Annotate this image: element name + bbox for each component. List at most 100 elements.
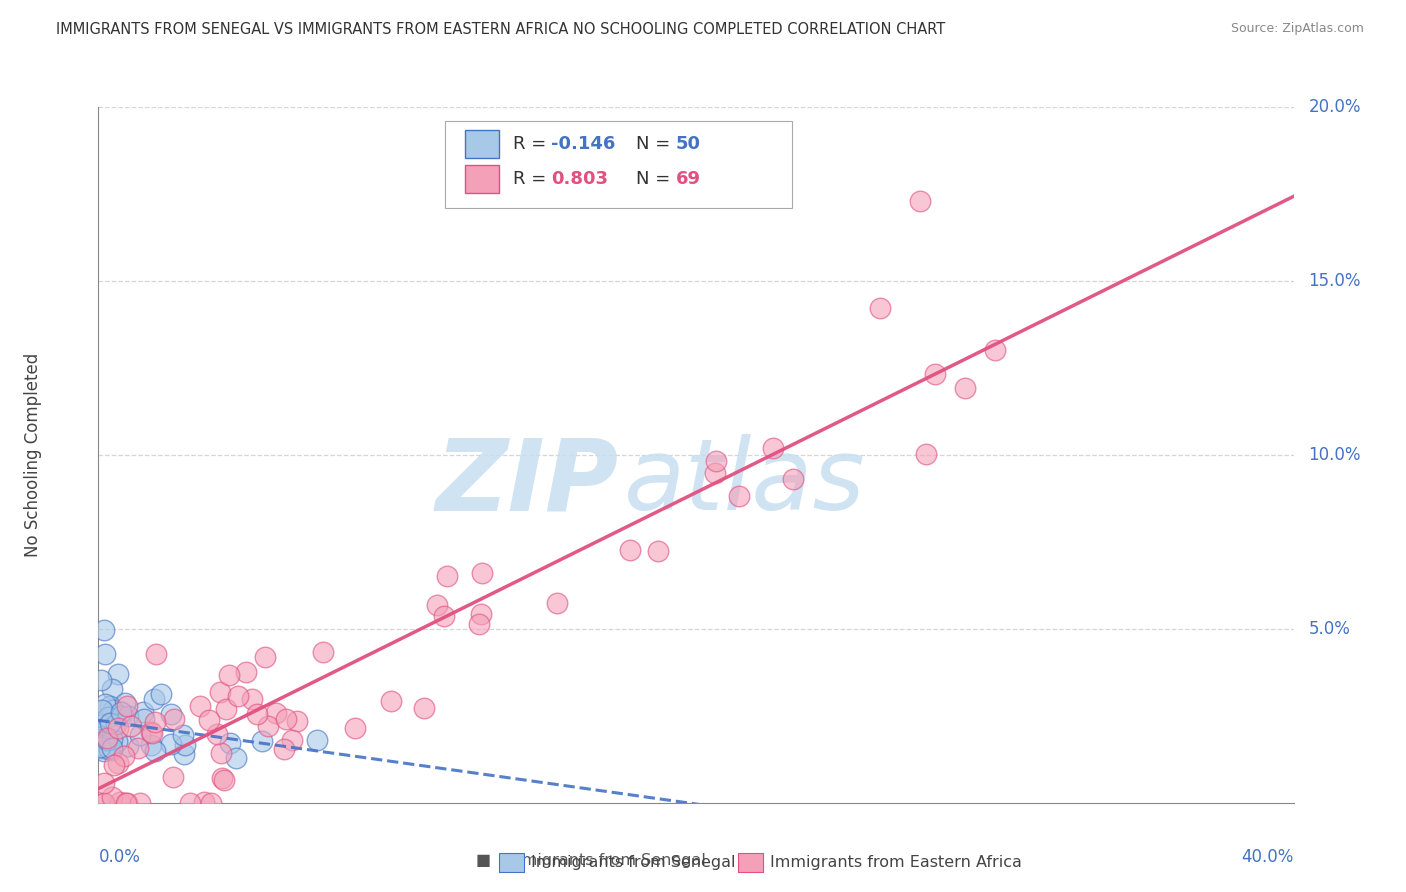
Point: [107, 721, 129, 735]
Point: [198, 713, 221, 727]
Point: [225, 751, 247, 765]
Point: [380, 694, 402, 708]
Point: [98, 716, 121, 731]
Point: [274, 712, 297, 726]
Point: [426, 598, 449, 612]
Point: [280, 732, 302, 747]
Text: N =: N =: [636, 169, 676, 187]
Point: [188, 699, 211, 714]
Point: [100, 790, 122, 805]
Point: [471, 566, 494, 580]
Point: [149, 686, 172, 700]
Point: [924, 367, 946, 381]
Point: [94, 647, 117, 661]
Point: [96, 731, 118, 745]
Text: 50: 50: [676, 135, 700, 153]
Point: [93, 796, 115, 810]
Point: [218, 668, 240, 682]
Point: [93, 744, 115, 758]
Text: 0.0%: 0.0%: [98, 848, 141, 866]
Point: [915, 447, 938, 461]
Point: [91, 731, 114, 746]
Point: [134, 712, 156, 726]
Text: 20.0%: 20.0%: [1309, 98, 1361, 116]
Text: R =: R =: [513, 169, 553, 187]
Point: [112, 748, 135, 763]
Point: [114, 696, 136, 710]
Point: [129, 796, 152, 810]
Point: [240, 692, 263, 706]
Point: [93, 739, 115, 754]
Point: [211, 746, 233, 760]
Point: [211, 772, 233, 786]
Point: [93, 796, 115, 810]
Text: 40.0%: 40.0%: [1241, 848, 1294, 866]
Point: [647, 544, 669, 558]
Point: [214, 773, 236, 788]
Bar: [465, 165, 499, 193]
Point: [728, 489, 751, 503]
Point: [143, 744, 166, 758]
Text: 15.0%: 15.0%: [1309, 272, 1361, 290]
Point: [143, 715, 166, 730]
FancyBboxPatch shape: [444, 121, 792, 208]
Point: [101, 703, 124, 717]
Point: [163, 712, 186, 726]
Point: [470, 607, 492, 621]
Point: [101, 681, 124, 696]
Point: [120, 719, 142, 733]
Text: No Schooling Completed: No Schooling Completed: [24, 353, 42, 557]
Point: [208, 685, 231, 699]
Point: [619, 542, 641, 557]
Text: IMMIGRANTS FROM SENEGAL VS IMMIGRANTS FROM EASTERN AFRICA NO SCHOOLING COMPLETED: IMMIGRANTS FROM SENEGAL VS IMMIGRANTS FR…: [56, 22, 945, 37]
Point: [250, 734, 273, 748]
Point: [704, 454, 727, 468]
Point: [96, 733, 118, 747]
Point: [273, 741, 295, 756]
Point: [143, 691, 166, 706]
Text: 5.0%: 5.0%: [1309, 620, 1350, 638]
Text: 0.803: 0.803: [551, 169, 609, 187]
Point: [343, 721, 366, 735]
Point: [546, 596, 568, 610]
Point: [162, 770, 184, 784]
Point: [115, 796, 138, 810]
Text: -0.146: -0.146: [551, 135, 616, 153]
Point: [215, 701, 238, 715]
Point: [115, 796, 138, 810]
Point: [90, 722, 112, 736]
Point: [89, 740, 111, 755]
Point: [254, 649, 277, 664]
Point: [953, 381, 976, 395]
Text: ■  Immigrants from Senegal: ■ Immigrants from Senegal: [475, 854, 706, 868]
Point: [105, 733, 128, 747]
Point: [89, 730, 111, 744]
Point: [103, 757, 125, 772]
Point: [90, 738, 112, 752]
Point: [704, 467, 727, 481]
Point: [160, 706, 183, 721]
Point: [117, 739, 139, 754]
Point: [761, 442, 783, 456]
Point: [101, 743, 124, 757]
Point: [101, 740, 124, 755]
Point: [436, 569, 458, 583]
Text: R =: R =: [513, 135, 553, 153]
Text: N =: N =: [636, 135, 676, 153]
Point: [108, 796, 131, 810]
Point: [96, 710, 118, 724]
Bar: [465, 130, 499, 158]
Point: [89, 741, 111, 756]
Point: [105, 717, 128, 731]
Text: ZIP: ZIP: [436, 434, 619, 532]
Point: [193, 795, 215, 809]
Point: [179, 796, 201, 810]
Point: [200, 796, 222, 810]
Point: [433, 608, 456, 623]
Point: [127, 741, 149, 756]
Point: [98, 742, 121, 756]
Point: [128, 728, 150, 742]
Point: [101, 732, 124, 747]
Point: [266, 706, 288, 720]
Point: [93, 624, 115, 638]
